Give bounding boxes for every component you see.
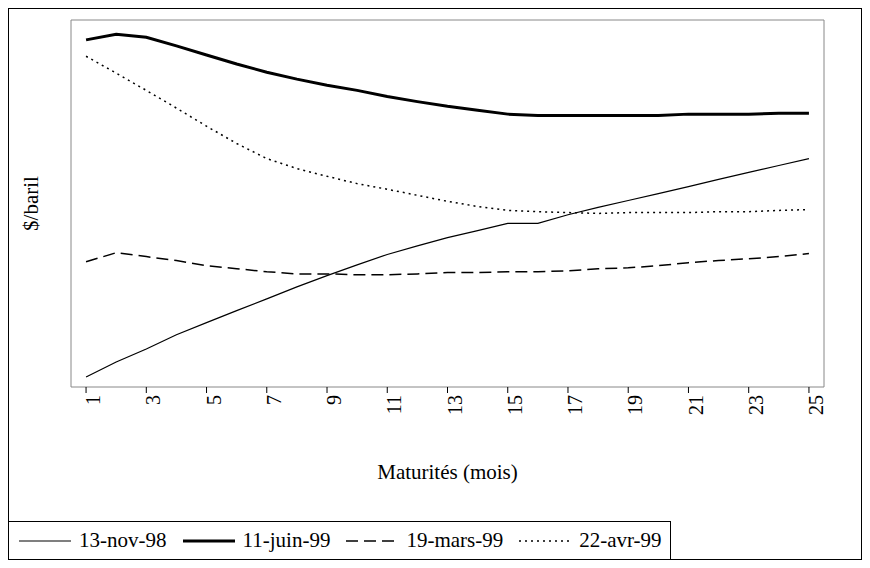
svg-text:11: 11 <box>383 395 405 414</box>
svg-text:25: 25 <box>805 395 827 415</box>
html-text:11-juin-99: 11-juin-99 <box>242 528 331 552</box>
svg-text:9: 9 <box>323 395 345 405</box>
svg-text:7: 7 <box>263 395 285 405</box>
svg-text:17: 17 <box>564 395 586 415</box>
html-text:19-mars-99: 19-mars-99 <box>406 528 504 552</box>
svg-text:15: 15 <box>504 395 526 415</box>
svg-text:5: 5 <box>203 395 225 405</box>
svg-text:21: 21 <box>685 395 707 415</box>
svg-text:23: 23 <box>745 395 767 415</box>
svg-text:3: 3 <box>143 395 165 405</box>
html-text:22-avr-99: 22-avr-99 <box>579 528 662 552</box>
html-text:13-nov-98: 13-nov-98 <box>79 528 167 552</box>
svg-text:$/baril: $/baril <box>19 176 43 231</box>
svg-text:19: 19 <box>624 395 646 415</box>
svg-text:1: 1 <box>82 395 104 405</box>
svg-text:13: 13 <box>444 395 466 415</box>
svg-text:Maturités (mois): Maturités (mois) <box>377 460 518 484</box>
